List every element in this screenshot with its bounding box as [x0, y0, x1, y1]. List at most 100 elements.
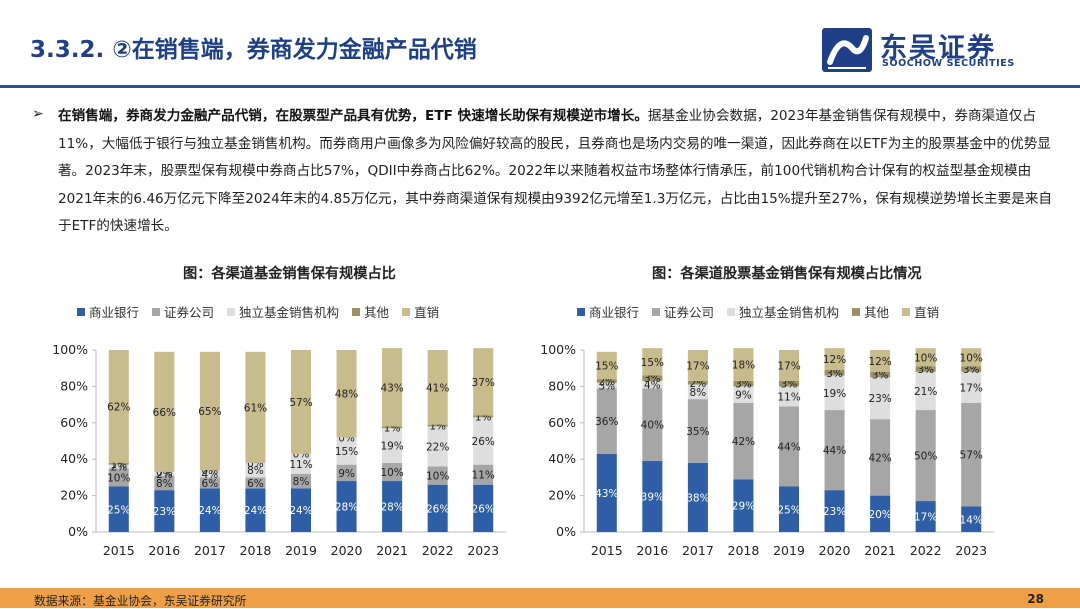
- legend-swatch: [402, 307, 411, 316]
- legend-label: 商业银行: [89, 305, 140, 320]
- bar-segment: [733, 479, 754, 532]
- bar-segment: [915, 371, 936, 411]
- data-label: 62%: [107, 401, 130, 413]
- y-tick-label: 80%: [60, 378, 88, 393]
- bar-segment: [290, 453, 312, 474]
- bar-segment: [733, 402, 754, 480]
- data-label: 3%: [872, 370, 889, 382]
- data-label: 8%: [247, 465, 264, 477]
- bar-segment: [915, 366, 936, 372]
- data-label: 42%: [732, 436, 755, 448]
- bar-segment: [824, 375, 845, 411]
- data-label: 48%: [335, 389, 358, 401]
- bar-segment: [336, 350, 357, 438]
- x-tick-label: 2022: [910, 543, 942, 558]
- x-tick-label: 2017: [194, 543, 226, 558]
- bar-segment: [824, 370, 845, 376]
- legend-item-direct: 直销: [402, 302, 439, 321]
- x-tick-label: 2017: [682, 543, 714, 558]
- bar-segment: [427, 424, 448, 427]
- y-tick-label: 20%: [548, 488, 576, 503]
- data-label: 15%: [335, 446, 358, 458]
- x-tick-label: 2019: [285, 543, 317, 558]
- data-label: 4%: [202, 469, 219, 481]
- data-source: 数据来源：基金业协会，东吴证券研究所: [34, 594, 247, 608]
- y-tick-label: 60%: [548, 415, 576, 430]
- bar-segment: [108, 462, 129, 465]
- data-label: 3%: [735, 379, 752, 391]
- bar-segment: [642, 380, 663, 389]
- legend-label: 独立基金销售机构: [739, 305, 840, 320]
- data-label: 12%: [823, 354, 846, 366]
- bar-segment: [154, 490, 175, 532]
- data-label: 37%: [472, 377, 495, 389]
- data-label: 12%: [868, 356, 891, 368]
- summary-lead: 在销售端，券商发力金融产品代销，在股票型产品具有优势，ETF 快速增长助保有规模…: [58, 108, 648, 124]
- bar-segment: [596, 379, 617, 383]
- data-label: 15%: [641, 357, 664, 369]
- bar-segment: [382, 426, 403, 429]
- legend-item-broker: 证券公司: [652, 302, 714, 321]
- data-label: 10%: [426, 471, 449, 483]
- bar-segment: [870, 419, 891, 496]
- data-label: 3%: [826, 368, 843, 380]
- data-label: 6%: [247, 478, 264, 490]
- bar-segment: [596, 351, 617, 380]
- bar-segment: [108, 486, 129, 532]
- data-label: 10%: [107, 472, 130, 484]
- x-tick-label: 2021: [864, 543, 896, 558]
- data-label: 25%: [107, 504, 130, 516]
- data-label: 17%: [777, 360, 800, 372]
- data-label: 8%: [293, 476, 310, 488]
- data-label: 24%: [198, 505, 221, 517]
- data-label: 9%: [338, 468, 355, 480]
- legend-item-bank: 商业银行: [577, 302, 639, 321]
- x-tick-label: 2018: [240, 543, 272, 558]
- bar-segment: [427, 484, 448, 532]
- bar-segment: [733, 386, 754, 403]
- legend-item-independent: 独立基金销售机构: [727, 302, 839, 321]
- data-label: 17%: [686, 360, 709, 372]
- logo-mark-icon: [822, 28, 872, 72]
- bar-segment: [642, 348, 663, 376]
- bar-segment: [870, 495, 891, 532]
- legend-item-other: 其他: [852, 302, 889, 321]
- bar-segment: [473, 417, 494, 465]
- data-label: 35%: [686, 426, 709, 438]
- x-tick-label: 2015: [591, 543, 623, 558]
- bar-segment: [596, 453, 617, 532]
- legend-swatch: [727, 307, 736, 316]
- data-label: 10%: [380, 467, 403, 479]
- data-label: 3%: [781, 379, 798, 391]
- y-tick-label: 0%: [556, 524, 576, 539]
- bar-segment: [199, 488, 220, 532]
- data-label: 65%: [198, 406, 221, 418]
- bar-segment: [427, 426, 448, 467]
- data-label: 25%: [777, 504, 800, 516]
- chart2-legend: 商业银行 证券公司 独立基金销售机构 其他 直销: [577, 302, 952, 321]
- bar-segment: [961, 402, 982, 507]
- page-title: 3.3.2. ②在销售端，券商发力金融产品代销: [30, 37, 477, 63]
- bar-segment: [245, 477, 266, 489]
- bar-segment: [245, 351, 266, 463]
- data-label: 23%: [868, 393, 891, 405]
- bar-segment: [778, 350, 800, 381]
- data-label: 10%: [960, 352, 983, 364]
- data-label: 6%: [202, 478, 219, 490]
- bar-segment: [382, 462, 403, 482]
- bar-segment: [961, 366, 982, 372]
- chart1-legend: 商业银行 证券公司 独立基金销售机构 其他 直销: [77, 302, 452, 321]
- legend-item-independent: 独立基金销售机构: [227, 302, 339, 321]
- bar-segment: [382, 348, 403, 427]
- data-label: 19%: [823, 388, 846, 400]
- data-label: 40%: [641, 420, 664, 432]
- y-tick-label: 20%: [60, 488, 88, 503]
- legend-swatch: [902, 307, 911, 316]
- data-label: 24%: [244, 505, 267, 517]
- bar-segment: [778, 386, 800, 407]
- legend-item-broker: 证券公司: [152, 302, 214, 321]
- legend-item-bank: 商业银行: [77, 302, 139, 321]
- x-tick-label: 2018: [728, 543, 760, 558]
- bar-segment: [427, 350, 448, 425]
- bar-segment: [915, 410, 936, 502]
